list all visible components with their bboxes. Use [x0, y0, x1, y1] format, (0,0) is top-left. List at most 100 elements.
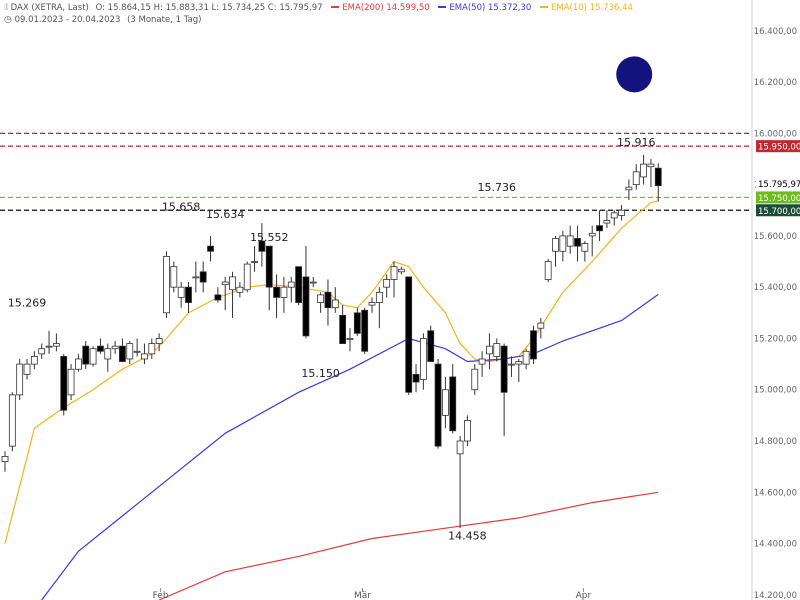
- level-label-0: 16.000,00: [754, 129, 797, 139]
- candle-body: [177, 286, 185, 298]
- legend-ema10[interactable]: EMA(10) 15.736,44: [534, 3, 633, 13]
- candle-body: [273, 286, 280, 298]
- ema50-label: EMA(50): [449, 3, 486, 13]
- candle-body: [207, 245, 214, 252]
- candle-body: [449, 376, 457, 432]
- candle-body: [478, 358, 486, 365]
- candle-body: [38, 348, 46, 355]
- ema10-swatch: [539, 5, 548, 8]
- candle-body: [295, 266, 303, 303]
- candle-body: [632, 171, 640, 186]
- candle-body: [236, 286, 244, 293]
- y-tick-label: 16.400,00: [754, 27, 797, 37]
- candle-body: [522, 350, 530, 365]
- candle-body: [185, 286, 192, 303]
- candle-body: [508, 363, 515, 366]
- y-tick-label: 15.000,00: [754, 386, 797, 396]
- candle-body: [574, 238, 581, 247]
- ema200-label: EMA(200): [342, 3, 384, 13]
- candle-body: [1, 456, 9, 462]
- legend-ema50[interactable]: EMA(50) 15.372,30: [432, 3, 531, 13]
- candle-body: [537, 322, 545, 329]
- y-tick-label: 14.800,00: [754, 437, 797, 447]
- candle-body: [412, 373, 420, 383]
- ema200-value: 14.599,50: [386, 3, 430, 13]
- candle-body: [405, 276, 413, 393]
- instrument-title: DAX (XETRA, Last): [10, 3, 89, 13]
- price-annotation: 14.458: [448, 530, 487, 543]
- candle-body: [163, 256, 170, 314]
- candle-body: [258, 240, 266, 252]
- candle-body: [75, 358, 82, 370]
- candle-body: [375, 291, 383, 303]
- candle-body: [618, 209, 625, 216]
- y-tick-label: 14.200,00: [754, 591, 797, 600]
- ema10-label: EMA(10): [550, 3, 587, 13]
- y-tick-label: 15.400,00: [754, 283, 797, 293]
- candle-body: [221, 281, 229, 286]
- candle-body: [287, 281, 295, 288]
- candle-body: [104, 348, 112, 360]
- candle-body: [60, 356, 68, 411]
- level-label-bg-2: [756, 191, 800, 204]
- candle-body: [324, 291, 332, 309]
- ema200-swatch: [331, 5, 340, 8]
- ema10-value: 15.736,44: [589, 3, 633, 13]
- candle-body: [155, 338, 163, 344]
- candle-body: [427, 330, 435, 362]
- chart-range: ◷ 09.01.2023 - 20.04.2023 (3 Monate, 1 T…: [4, 15, 201, 25]
- current-price-bg: [756, 177, 800, 190]
- candle-body: [148, 343, 156, 355]
- candle-body: [361, 309, 369, 352]
- candle-body: [82, 345, 90, 365]
- chart-type-icon[interactable]: ⦙⦚: [4, 3, 8, 13]
- candle-body: [441, 389, 449, 416]
- candle-body: [126, 343, 134, 360]
- candle-body: [8, 394, 16, 447]
- candle-body: [309, 281, 317, 284]
- candle-body: [229, 276, 236, 291]
- candle-body: [397, 268, 405, 273]
- candle-body: [500, 345, 508, 393]
- price-annotation: 15.150: [301, 367, 340, 380]
- price-annotation: 15.269: [8, 296, 47, 309]
- candle-body: [581, 243, 589, 252]
- y-tick-label: 16.000,00: [754, 129, 797, 139]
- candle-body: [515, 361, 523, 365]
- candle-body: [588, 232, 596, 237]
- candle-body: [89, 348, 97, 365]
- date-range: 09.01.2023 - 20.04.2023: [14, 15, 121, 25]
- candle-body: [265, 245, 273, 288]
- candle-body: [317, 294, 325, 303]
- price-annotation: 15.634: [206, 208, 245, 221]
- candle-body: [368, 302, 376, 306]
- candle-body: [45, 345, 53, 348]
- candle-body: [654, 167, 662, 187]
- candle-body: [640, 163, 647, 178]
- clock-icon: ◷: [4, 15, 12, 25]
- candle-body: [647, 163, 655, 168]
- y-tick-label: 16.200,00: [754, 78, 797, 88]
- candle-body: [486, 345, 493, 355]
- candle-body: [530, 330, 537, 360]
- candle-body: [339, 314, 347, 344]
- candle-body: [346, 338, 354, 340]
- candle-body: [559, 235, 567, 252]
- ema50-swatch: [438, 5, 447, 8]
- level-label-bg-1: [756, 140, 800, 153]
- candle-body: [603, 220, 611, 224]
- candle-body: [119, 345, 126, 362]
- y-tick-label: 15.200,00: [754, 334, 797, 344]
- x-tick-label: Feb: [153, 591, 169, 600]
- candle-body: [493, 343, 501, 357]
- level-label-bg-3: [756, 204, 800, 217]
- legend-ema200[interactable]: EMA(200) 14.599,50: [325, 3, 430, 13]
- chart-header: ⦙⦚ DAX (XETRA, Last) O: 15.864,15 H: 15.…: [4, 3, 633, 13]
- candle-body: [23, 363, 31, 375]
- candle-body: [111, 345, 119, 350]
- candle-body: [625, 186, 633, 191]
- y-tick-label: 14.400,00: [754, 540, 797, 550]
- candle-body: [170, 266, 178, 288]
- y-tick-label: 14.600,00: [754, 488, 797, 498]
